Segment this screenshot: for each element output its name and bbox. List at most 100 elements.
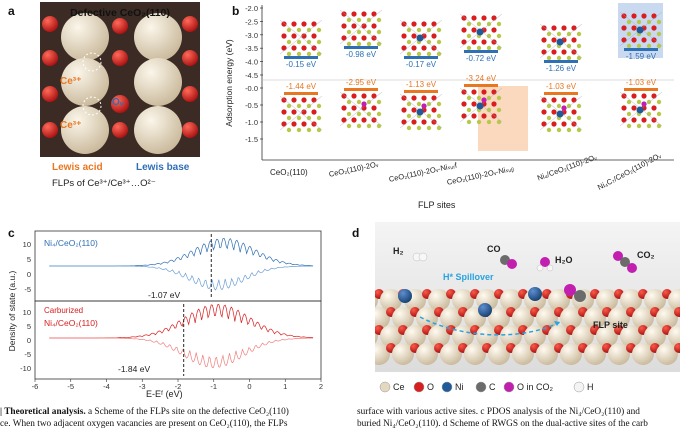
slab-thumbnail bbox=[399, 93, 443, 131]
pdos-bottom-label-1: Carburized bbox=[44, 306, 84, 315]
caption-right: surface with various active sites. c PDO… bbox=[357, 406, 683, 430]
pdos-top-value: -1.07 eV bbox=[148, 290, 181, 300]
panel-b-xlabel: FLP sites bbox=[418, 200, 456, 210]
h2-label: H₂ bbox=[393, 246, 404, 256]
bottom-energy-bar bbox=[404, 90, 438, 93]
pdos-ytick-bottom: 10 bbox=[23, 308, 31, 317]
caption-left: | Theoretical analysis. a Scheme of the … bbox=[0, 406, 340, 430]
defective-ceo2-surface-illustration bbox=[40, 2, 200, 157]
slab-thumbnail bbox=[539, 23, 583, 61]
pdos-ytick-bottom: 5 bbox=[27, 322, 31, 331]
ytick-label: -4.5 bbox=[245, 71, 258, 80]
adsorption-energy-chart: -2.0 -2.5 -3.0 -3.5 -4.0 -4.5 -0.0 -0.5 -1.0 -1.5… bbox=[245, 3, 674, 161]
pdos-xtick: -5 bbox=[67, 382, 74, 391]
bottom-energy-bar bbox=[344, 88, 378, 91]
slab-thumbnail bbox=[399, 19, 443, 57]
pdos-xtick: 1 bbox=[283, 382, 287, 391]
top-energy-label: -0.98 eV bbox=[346, 50, 377, 59]
pdos-ytick-bottom: -10 bbox=[20, 364, 31, 373]
top-energy-label: -0.17 eV bbox=[406, 60, 437, 69]
panel-b-letter: b bbox=[232, 4, 240, 18]
co2-molecule bbox=[613, 251, 637, 273]
panel-a-letter: a bbox=[8, 4, 15, 18]
panel-b-ylabel: Adsorption energy (eV) bbox=[224, 39, 234, 127]
spillover-label: H* Spillover bbox=[443, 272, 494, 282]
slab-thumbnail bbox=[459, 13, 503, 51]
top-energy-label: -0.15 eV bbox=[286, 60, 317, 69]
pdos-xtick: -4 bbox=[103, 382, 110, 391]
pdos-ytick-top: 0 bbox=[27, 270, 31, 279]
h2-molecule bbox=[412, 252, 428, 262]
pdos-xtick: -1 bbox=[210, 382, 217, 391]
panel-a-title: Defective CeO₂(110) bbox=[70, 7, 170, 19]
pdos-ytick-top: 10 bbox=[23, 240, 31, 249]
slab-thumbnail bbox=[279, 95, 323, 133]
legend-item: C bbox=[489, 382, 496, 392]
caption-left-line-1: a Scheme of the FLPs site on the defecti… bbox=[85, 407, 289, 417]
h2o-label: H₂O bbox=[555, 255, 573, 265]
ytick-label: -2.5 bbox=[245, 17, 258, 26]
pdos-ytick-top: 5 bbox=[27, 255, 31, 264]
lewis-acid-label: Lewis acid bbox=[52, 162, 103, 173]
top-energy-bar bbox=[544, 60, 578, 63]
ce3-label-lower: Ce³⁺ bbox=[60, 120, 82, 131]
slab-thumbnail bbox=[459, 87, 503, 125]
panel-a-surface: Defective CeO₂(110) Ce³⁺ Ce³⁺ Oᵥ bbox=[40, 2, 200, 157]
panel-c-letter: c bbox=[8, 226, 15, 240]
bottom-energy-bar bbox=[624, 88, 658, 91]
bottom-energy-label: -1.44 eV bbox=[286, 82, 317, 91]
pdos-ytick-top: -5 bbox=[24, 285, 31, 294]
bottom-energy-label: -1.03 eV bbox=[546, 82, 577, 91]
legend-item: H bbox=[587, 382, 594, 392]
bottom-energy-label: -2.95 eV bbox=[346, 78, 377, 87]
bottom-energy-bar bbox=[284, 92, 318, 95]
site-label-1: CeO₂(110) bbox=[270, 168, 308, 177]
pdos-ylabel: Density of state (a.u.) bbox=[7, 270, 17, 352]
ytick-label: -4.0 bbox=[245, 58, 258, 67]
pdos-ytick-bottom: 0 bbox=[27, 336, 31, 345]
ytick-label: -0.5 bbox=[245, 101, 258, 110]
caption-bold: | Theoretical analysis. bbox=[0, 407, 86, 417]
panel-c-figure: -6 -5 -4 -3 -2 -1 0 1 2 10 5 0 -5 10 5 0 -5 -10 Ni₄/CeO₂(… bbox=[7, 226, 328, 406]
top-energy-label: -0.72 eV bbox=[466, 54, 497, 63]
slab-thumbnail bbox=[539, 95, 583, 133]
pdos-xtick: 2 bbox=[319, 382, 323, 391]
pdos-xtick: -2 bbox=[175, 382, 182, 391]
slab-thumbnail bbox=[619, 91, 663, 129]
bottom-energy-bar bbox=[544, 92, 578, 95]
ce3-label-upper: Ce³⁺ bbox=[60, 76, 82, 87]
pdos-xtick: -6 bbox=[32, 382, 39, 391]
ytick-label: -2.0 bbox=[245, 4, 258, 13]
legend-item: Ce bbox=[393, 382, 405, 392]
slab-thumbnail bbox=[339, 91, 383, 129]
panel-b-figure: -2.0 -2.5 -3.0 -3.5 -4.0 -4.5 -0.0 -0.5 -1.0 -1.5… bbox=[222, 0, 680, 215]
rwgs-scheme-illustration: Ce O Ni C O in CO₂ H bbox=[356, 222, 683, 393]
top-energy-bar bbox=[464, 50, 498, 53]
slab-thumbnail bbox=[279, 19, 323, 57]
panel-d-figure: Ce O Ni C O in CO₂ H H₂ CO H₂O CO₂ H* Spillov… bbox=[356, 222, 683, 402]
bottom-energy-bar bbox=[464, 84, 498, 87]
bottom-energy-label: -3.24 eV bbox=[466, 74, 497, 83]
lewis-base-label: Lewis base bbox=[136, 162, 190, 173]
ytick-label: -0.0 bbox=[245, 84, 258, 93]
legend-item: Ni bbox=[455, 382, 464, 392]
legend-item: O bbox=[427, 382, 434, 392]
bottom-energy-label: -1.13 eV bbox=[406, 80, 437, 89]
bottom-energy-label: -1.03 eV bbox=[626, 78, 657, 87]
pdos-bottom-label-2: Ni₄/CeO₂(110) bbox=[44, 318, 98, 328]
pdos-ytick-bottom: -5 bbox=[24, 350, 31, 359]
pdos-top-label: Ni₄/CeO₂(110) bbox=[44, 238, 98, 248]
co2-label: CO₂ bbox=[637, 250, 655, 260]
top-energy-bar bbox=[624, 48, 658, 51]
pdos-bottom-value: -1.84 eV bbox=[118, 364, 151, 374]
slab-thumbnail bbox=[619, 11, 663, 49]
ytick-label: -3.5 bbox=[245, 44, 258, 53]
h2o-molecule bbox=[536, 257, 554, 272]
top-energy-label: -1.26 eV bbox=[546, 64, 577, 73]
highlight-orange bbox=[478, 86, 528, 151]
ytick-label: -3.0 bbox=[245, 31, 258, 40]
flp-site-label: FLP site bbox=[593, 320, 628, 330]
spillover-path bbox=[419, 316, 561, 336]
top-energy-bar bbox=[344, 46, 378, 49]
